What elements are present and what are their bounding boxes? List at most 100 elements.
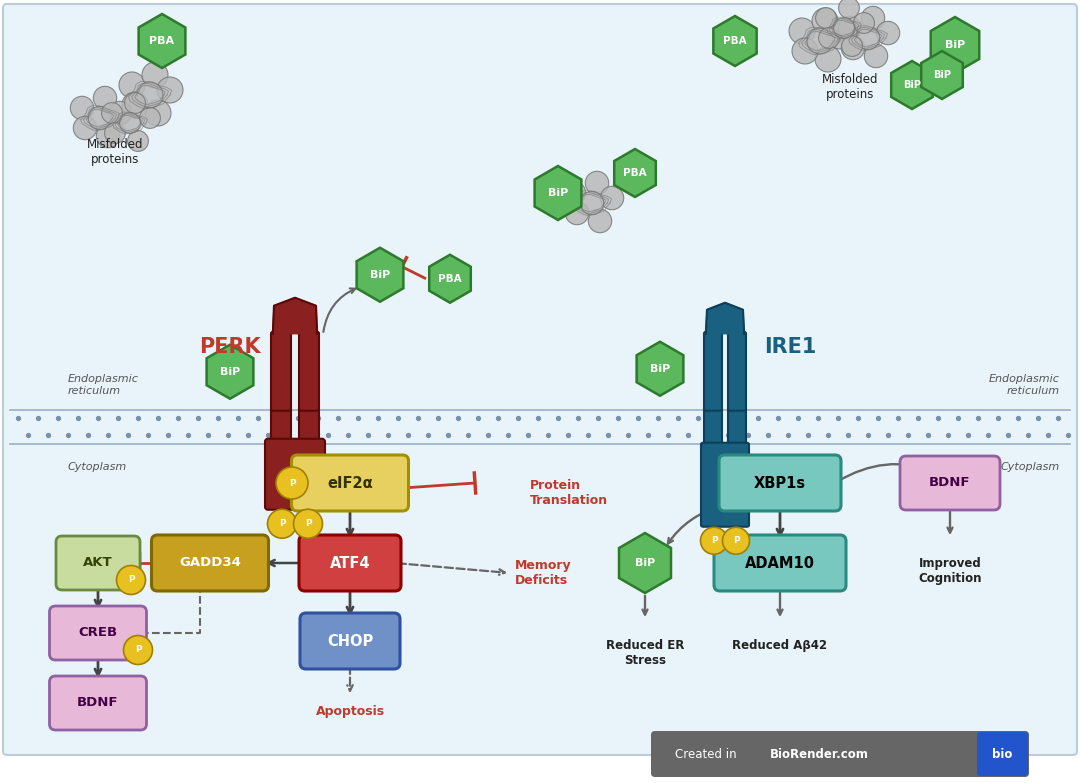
Circle shape bbox=[276, 467, 308, 499]
Circle shape bbox=[819, 27, 839, 49]
Text: BDNF: BDNF bbox=[929, 477, 971, 489]
Text: Endoplasmic
reticulum: Endoplasmic reticulum bbox=[989, 374, 1059, 395]
Circle shape bbox=[856, 27, 880, 49]
Circle shape bbox=[139, 107, 161, 128]
Text: P: P bbox=[305, 519, 311, 529]
Text: ATF4: ATF4 bbox=[329, 555, 370, 571]
FancyBboxPatch shape bbox=[714, 535, 846, 591]
Circle shape bbox=[73, 117, 97, 139]
Text: PBA: PBA bbox=[438, 274, 462, 283]
FancyBboxPatch shape bbox=[292, 455, 408, 511]
Text: PBA: PBA bbox=[724, 36, 746, 46]
FancyBboxPatch shape bbox=[299, 406, 319, 449]
Polygon shape bbox=[138, 14, 186, 68]
Text: P: P bbox=[732, 536, 740, 545]
Text: ADAM10: ADAM10 bbox=[745, 555, 815, 571]
Text: BiP: BiP bbox=[945, 40, 966, 50]
Polygon shape bbox=[636, 341, 684, 395]
Circle shape bbox=[876, 21, 900, 45]
Polygon shape bbox=[273, 298, 318, 334]
Text: BiP: BiP bbox=[635, 558, 656, 568]
Circle shape bbox=[120, 113, 140, 133]
Circle shape bbox=[89, 106, 111, 130]
Text: BiP: BiP bbox=[369, 269, 390, 280]
Polygon shape bbox=[535, 166, 581, 220]
Text: BiP: BiP bbox=[650, 364, 670, 373]
Circle shape bbox=[108, 101, 132, 124]
Polygon shape bbox=[206, 345, 254, 399]
FancyBboxPatch shape bbox=[701, 442, 750, 527]
Text: Cytoplasm: Cytoplasm bbox=[1001, 462, 1059, 471]
Text: BiP: BiP bbox=[548, 188, 568, 198]
FancyBboxPatch shape bbox=[300, 613, 400, 669]
Text: P: P bbox=[127, 576, 134, 584]
Circle shape bbox=[862, 6, 885, 30]
Circle shape bbox=[119, 72, 145, 98]
Circle shape bbox=[137, 82, 163, 108]
Text: IRE1: IRE1 bbox=[764, 337, 816, 357]
Circle shape bbox=[124, 92, 146, 114]
Polygon shape bbox=[891, 61, 933, 109]
FancyBboxPatch shape bbox=[651, 731, 1029, 777]
Text: P: P bbox=[135, 645, 141, 655]
FancyBboxPatch shape bbox=[299, 332, 319, 411]
Circle shape bbox=[589, 209, 611, 233]
Text: PERK: PERK bbox=[199, 337, 260, 357]
FancyBboxPatch shape bbox=[719, 455, 841, 511]
FancyBboxPatch shape bbox=[728, 332, 746, 411]
Polygon shape bbox=[356, 247, 404, 301]
FancyBboxPatch shape bbox=[151, 535, 269, 591]
Circle shape bbox=[268, 509, 297, 538]
Circle shape bbox=[815, 46, 841, 72]
Circle shape bbox=[841, 35, 863, 56]
Text: PBA: PBA bbox=[623, 168, 647, 178]
Circle shape bbox=[789, 18, 815, 44]
FancyBboxPatch shape bbox=[50, 676, 147, 730]
Text: GADD34: GADD34 bbox=[179, 557, 241, 569]
Text: BiP: BiP bbox=[933, 70, 951, 80]
Circle shape bbox=[117, 565, 146, 594]
Circle shape bbox=[157, 77, 183, 103]
Circle shape bbox=[841, 36, 865, 60]
Text: Reduced Aβ42: Reduced Aβ42 bbox=[732, 639, 827, 652]
Polygon shape bbox=[706, 303, 744, 334]
Text: BioRender.com: BioRender.com bbox=[770, 748, 869, 760]
FancyBboxPatch shape bbox=[50, 606, 147, 660]
Circle shape bbox=[565, 201, 589, 225]
Circle shape bbox=[723, 527, 750, 554]
Text: Apoptosis: Apoptosis bbox=[315, 705, 384, 717]
Circle shape bbox=[105, 123, 125, 143]
Circle shape bbox=[701, 527, 728, 554]
Polygon shape bbox=[619, 533, 671, 593]
Circle shape bbox=[580, 191, 604, 215]
Circle shape bbox=[141, 62, 168, 88]
Circle shape bbox=[123, 636, 152, 665]
Circle shape bbox=[864, 45, 888, 67]
Text: BDNF: BDNF bbox=[78, 697, 119, 709]
Circle shape bbox=[96, 124, 120, 148]
Circle shape bbox=[127, 131, 148, 151]
Text: BiP: BiP bbox=[220, 366, 240, 377]
Circle shape bbox=[827, 23, 853, 49]
Text: Protein
Translation: Protein Translation bbox=[530, 479, 608, 507]
FancyBboxPatch shape bbox=[900, 456, 1000, 510]
FancyBboxPatch shape bbox=[56, 536, 140, 590]
Text: CHOP: CHOP bbox=[327, 633, 373, 648]
Circle shape bbox=[585, 171, 609, 195]
Text: Misfolded
proteins: Misfolded proteins bbox=[822, 73, 878, 101]
FancyBboxPatch shape bbox=[299, 535, 401, 591]
Text: eIF2α: eIF2α bbox=[327, 475, 373, 490]
Text: BiP: BiP bbox=[903, 80, 921, 90]
Text: bio: bio bbox=[993, 748, 1013, 760]
Circle shape bbox=[834, 17, 854, 38]
FancyBboxPatch shape bbox=[265, 438, 325, 510]
Text: Improved
Cognition: Improved Cognition bbox=[918, 557, 982, 585]
FancyBboxPatch shape bbox=[271, 406, 291, 449]
Polygon shape bbox=[615, 149, 656, 197]
Polygon shape bbox=[714, 16, 757, 66]
Text: Misfolded
proteins: Misfolded proteins bbox=[86, 138, 144, 166]
Circle shape bbox=[600, 186, 624, 210]
Text: AKT: AKT bbox=[83, 557, 112, 569]
Text: PBA: PBA bbox=[149, 36, 175, 46]
Text: XBP1s: XBP1s bbox=[754, 475, 806, 490]
